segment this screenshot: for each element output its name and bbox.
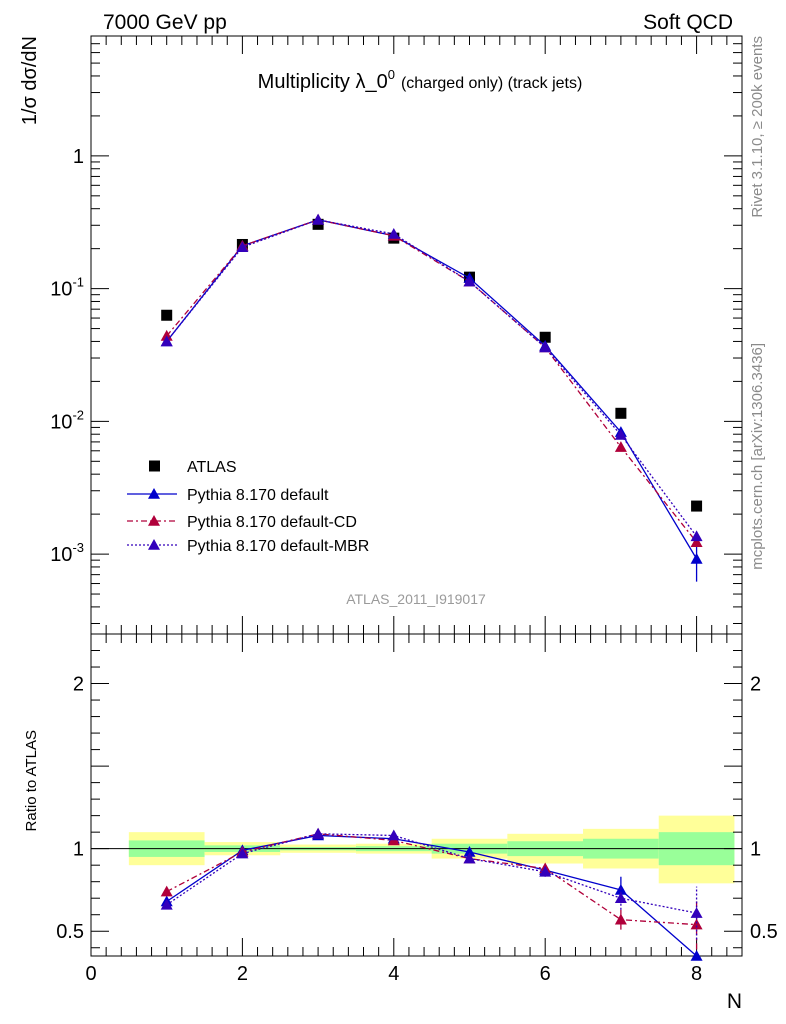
series-point: [690, 530, 703, 542]
ratio-y-tick-label-left: 2: [73, 674, 84, 696]
series-point: [614, 441, 627, 452]
atlas-point: [539, 331, 551, 343]
x-tick-label: 0: [85, 963, 96, 985]
series-point: [160, 335, 173, 347]
y-tick-label: 10-3: [50, 540, 84, 566]
legend-label: Pythia 8.170 default: [187, 487, 329, 504]
ratio-frame: [90, 633, 743, 957]
ratio-y-tick-label-right: 0.5: [750, 921, 778, 943]
ratio-series-point: [614, 892, 627, 904]
legend-label: Pythia 8.170 default-MBR: [187, 538, 369, 555]
ratio-series-line: [166, 834, 698, 957]
series-line: [166, 219, 698, 537]
series-point: [614, 428, 627, 440]
ratio-panel: 0.5 0.5 1 1 2 2 0 2 4 6 8: [56, 633, 778, 985]
ratio-series-point: [160, 885, 173, 897]
series-point: [387, 227, 400, 239]
atlas-point: [691, 500, 703, 512]
ratio-series-point: [236, 847, 249, 859]
ratio-series-point: [387, 829, 400, 841]
main-ylabel: 1/σ dσ/dN: [19, 36, 41, 125]
ratio-series-point: [463, 852, 476, 864]
legend-marker-atlas: [149, 460, 160, 472]
y-tick-label: 10-2: [50, 407, 84, 433]
series-point: [312, 213, 325, 225]
chart-title-main: Multiplicity λ_0: [258, 71, 388, 93]
header-left-label: 7000 GeV pp: [103, 11, 227, 34]
legend-marker: [148, 539, 160, 550]
y-tick-label: 1: [73, 146, 84, 168]
ratio-series-point: [690, 950, 703, 961]
atlas-point: [615, 407, 627, 419]
ratio-ylabel: Ratio to ATLAS: [23, 730, 40, 831]
series-point: [539, 341, 552, 353]
x-axis-label: N: [727, 990, 742, 1013]
legend: ATLAS Pythia 8.170 default Pythia 8.170 de…: [127, 459, 369, 555]
ratio-series-line: [166, 833, 697, 926]
mcplots-label: mcplots.cern.ch [arXiv:1306.3436]: [749, 343, 766, 570]
ratio-y-tick-label-right: 1: [750, 839, 761, 861]
ratio-series-point: [160, 898, 173, 910]
legend-marker: [148, 488, 160, 499]
series-point: [236, 241, 249, 253]
x-tick-label: 4: [388, 963, 399, 985]
header-right-label: Soft QCD: [643, 11, 733, 34]
y-tick-label: 10-1: [50, 275, 84, 301]
legend-label: Pythia 8.170 default-CD: [187, 514, 357, 531]
x-tick-label: 8: [691, 963, 702, 985]
main-panel: 10-3 10-2 10-1 1: [50, 35, 743, 635]
ratio-series-point: [539, 865, 552, 877]
x-tick-label: 2: [237, 963, 248, 985]
ratio-y-tick-label-left: 0.5: [56, 921, 84, 943]
atlas-point: [161, 309, 173, 321]
ratio-series-point: [690, 918, 703, 930]
series-point: [690, 536, 703, 547]
ratio-series-line: [166, 833, 697, 914]
ratio-series-point: [690, 907, 703, 918]
rivet-label: Rivet 3.1.10, ≥ 200k events: [749, 36, 766, 218]
chart-title: Multiplicity λ_00 (charged only) (track j…: [258, 67, 583, 93]
series-line: [166, 219, 698, 560]
series-line: [166, 219, 698, 543]
ratio-y-tick-label-right: 2: [750, 674, 761, 696]
legend-label: ATLAS: [187, 459, 237, 476]
series-point: [463, 275, 476, 287]
ratio-series-point: [614, 913, 627, 925]
ratio-series-point: [463, 845, 476, 857]
chart-title-sup: 0: [388, 67, 395, 82]
chart-title-small: (charged only) (track jets): [401, 75, 582, 92]
reference-label: ATLAS_2011_I919017: [346, 591, 486, 607]
ratio-series-point: [312, 827, 325, 839]
x-tick-label: 6: [540, 963, 551, 985]
legend-marker: [148, 515, 160, 526]
ratio-y-tick-label-left: 1: [73, 839, 84, 861]
series-point: [690, 552, 703, 564]
